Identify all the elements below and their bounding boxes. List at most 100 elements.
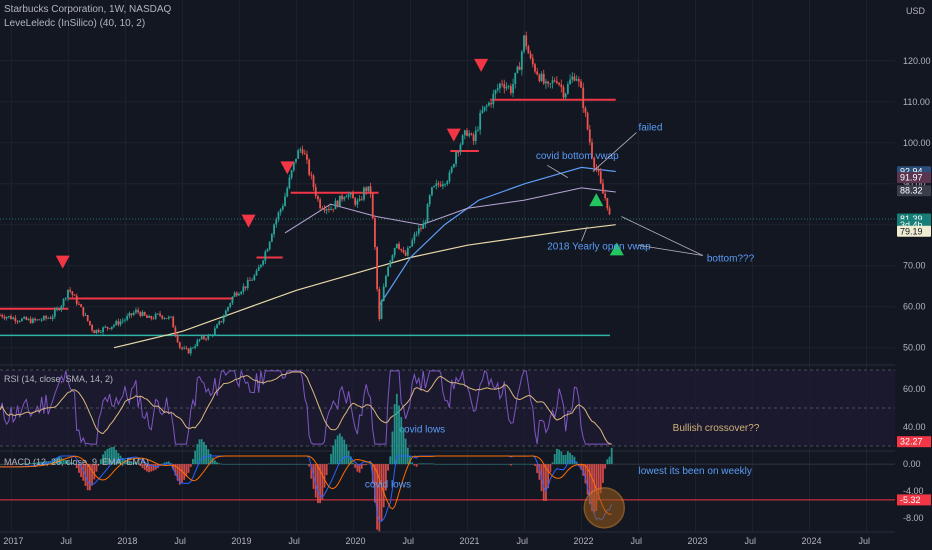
candle-body-56 (121, 320, 124, 322)
candle-body-187 (409, 246, 411, 248)
candle-body-61 (132, 312, 135, 315)
candle-body-184 (402, 250, 405, 253)
candle-body-64 (139, 312, 142, 317)
macd-hist-126 (275, 464, 278, 465)
candle-body-75 (163, 318, 166, 319)
macd-hist-242 (529, 464, 532, 465)
macd-hist-52 (113, 446, 115, 465)
candle-body-176 (384, 276, 387, 287)
candle-body-271 (593, 157, 596, 168)
candle-body-199 (435, 183, 438, 186)
candle-body-98 (213, 328, 216, 335)
candle-body-251 (549, 83, 552, 85)
macd-hist-125 (273, 464, 275, 465)
macd-hist-114 (249, 464, 251, 465)
candle-body-101 (220, 321, 223, 323)
secondary-vwap-line (284, 187, 616, 234)
macd-hist-251 (549, 464, 552, 473)
macd-hist-189 (413, 464, 416, 466)
macd-hist-201 (439, 464, 442, 465)
candle-body-200 (437, 183, 440, 185)
macd-hist-27 (58, 456, 61, 465)
candle-body-261 (571, 76, 574, 80)
candle-body-276 (604, 193, 607, 198)
sell-signal-4 (474, 58, 489, 72)
macd-hist-181 (395, 393, 398, 465)
annotation-3: bottom??? (707, 254, 755, 265)
macd-hist-132 (288, 464, 291, 465)
macd-hist-180 (393, 404, 396, 465)
candle-body-238 (520, 51, 523, 70)
candle-body-213 (466, 130, 468, 136)
candle-body-202 (441, 184, 444, 187)
candle-body-83 (181, 347, 183, 349)
macd-hist-211 (461, 464, 464, 465)
macd-hist-56 (121, 457, 124, 465)
candle-body-204 (446, 181, 449, 184)
candle-body-13 (27, 318, 30, 320)
time-tick-14: 2024 (801, 536, 821, 546)
candle-body-206 (450, 167, 453, 173)
candle-body-138 (301, 149, 304, 154)
macd-hist-62 (135, 461, 137, 465)
time-tick-6: 2020 (345, 536, 365, 546)
candle-body-223 (488, 102, 490, 106)
macd-hist-171 (374, 464, 376, 503)
macd-hist-13 (27, 463, 30, 465)
signal-markers (55, 58, 624, 269)
candle-body-78 (170, 316, 172, 318)
macd-hist-161 (352, 462, 354, 465)
candle-body-239 (523, 35, 525, 52)
candle-body-131 (286, 188, 289, 197)
price-label-bg-6 (897, 225, 931, 237)
macd-hist-240 (525, 463, 528, 465)
macd-hist-67 (146, 464, 148, 472)
candle-body-246 (538, 74, 541, 81)
candle-body-106 (231, 296, 234, 304)
macd-hist-49 (106, 448, 109, 465)
macd-hist-258 (564, 454, 567, 465)
macd-hist-217 (474, 464, 477, 465)
candle-body-136 (297, 150, 300, 159)
macd-hist-38 (82, 464, 85, 481)
macd-hist-92 (200, 439, 203, 465)
time-tick-13: Jul (744, 536, 756, 546)
candle-body-273 (597, 169, 600, 172)
macd-hist-131 (286, 464, 289, 465)
candle-body-173 (378, 288, 381, 320)
macd-hist-197 (431, 463, 433, 465)
macd-hist-11 (23, 463, 26, 465)
candle-body-47 (102, 327, 104, 333)
macd-hist-141 (308, 464, 311, 467)
macd-hist-109 (238, 464, 240, 465)
sell-signal-1 (241, 214, 256, 228)
candle-body-215 (470, 133, 473, 135)
candle-body-222 (485, 105, 488, 107)
macd-hist-12 (25, 463, 28, 465)
candle-body-17 (36, 319, 39, 321)
macd-hist-60 (130, 461, 133, 465)
candle-body-229 (501, 83, 503, 85)
macd-hist-15 (31, 463, 34, 465)
macd-panel: MACD (12, 26, close, 9, EMA, EMA) covid l… (0, 393, 895, 532)
macd-hist-29 (62, 458, 65, 465)
time-tick-9: Jul (516, 536, 528, 546)
macd-hist-95 (207, 449, 210, 465)
candle-body-97 (211, 334, 214, 336)
candle-body-209 (457, 151, 460, 153)
macd-hist-130 (284, 464, 286, 465)
macd-hist-107 (233, 464, 236, 465)
macd-hist-205 (448, 464, 451, 465)
candle-body-30 (64, 298, 67, 299)
macd-hist-61 (132, 461, 135, 465)
macd-hist-203 (444, 464, 446, 465)
candle-body-34 (73, 294, 76, 296)
candle-body-105 (229, 303, 232, 307)
candle-body-45 (97, 329, 100, 333)
candle-body-87 (189, 347, 192, 354)
time-axis: 2017 Jul 2018 Jul 2019 Jul 2020 Jul 2021 Jul 2022 J… (3, 536, 870, 546)
macd-hist-227 (496, 464, 499, 465)
macd-hist-221 (483, 464, 486, 465)
macd-hist-187 (409, 456, 411, 465)
